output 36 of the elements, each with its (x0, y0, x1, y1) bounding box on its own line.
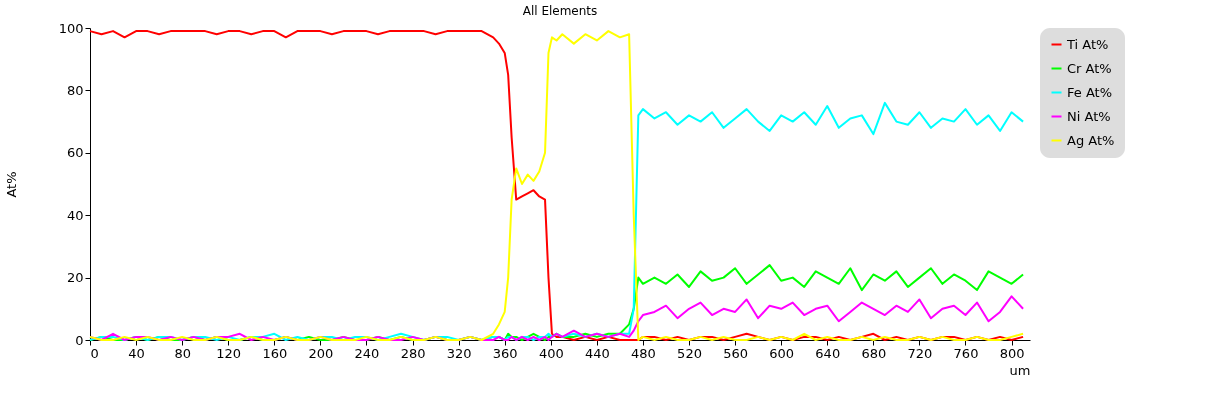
x-tick-label: 40 (128, 345, 145, 361)
line-series (89, 30, 1025, 341)
x-tick-label: 440 (584, 345, 610, 361)
legend-label: Ag At% (1067, 132, 1115, 148)
y-tick-label: 0 (75, 332, 84, 348)
x-axis-title: um (1009, 362, 1031, 378)
x-tick-label: 240 (354, 345, 380, 361)
x-tick-label: 320 (446, 345, 472, 361)
x-tick-label: 800 (999, 345, 1025, 361)
y-tick-label: 20 (66, 270, 84, 286)
x-tick-label: 120 (216, 345, 242, 361)
x-tick-label: 200 (308, 345, 334, 361)
x-tick-label: 0 (90, 345, 99, 361)
x-tick-label: 720 (907, 345, 933, 361)
x-tick-label: 400 (538, 345, 564, 361)
x-tick-label: 80 (174, 345, 191, 361)
x-tick-label: 680 (861, 345, 887, 361)
legend-label: Fe At% (1067, 84, 1113, 100)
x-tick-label: 600 (769, 345, 795, 361)
x-tick-label: 280 (400, 345, 426, 361)
legend-label: Ti At% (1066, 36, 1109, 52)
y-tick-label: 80 (66, 82, 84, 98)
chart-title: All Elements (522, 4, 598, 18)
x-tick-label: 520 (677, 345, 702, 361)
y-tick-label: 60 (66, 145, 84, 161)
legend-label: Ni At% (1067, 108, 1111, 124)
x-tick-label: 160 (262, 345, 288, 361)
x-tick-label: 760 (953, 345, 979, 361)
x-tick-label: 560 (723, 345, 749, 361)
y-axis-title: At% (3, 171, 19, 198)
x-tick-label: 480 (631, 345, 656, 361)
legend-label: Cr At% (1067, 60, 1112, 76)
x-tick-label: 360 (492, 345, 518, 361)
y-tick-label: 40 (66, 207, 84, 223)
x-tick-label: 640 (815, 345, 841, 361)
y-tick-label: 100 (58, 20, 84, 36)
